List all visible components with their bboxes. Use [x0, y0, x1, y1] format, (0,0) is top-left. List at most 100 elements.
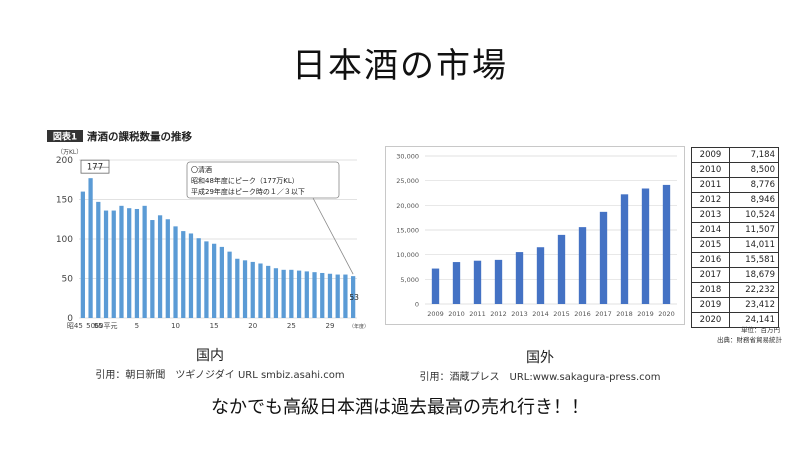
slide-title: 日本酒の市場 — [292, 46, 508, 86]
callout-box — [186, 161, 340, 199]
y-tick-label: 50 — [62, 275, 74, 285]
y-tick-label: 150 — [56, 196, 73, 206]
table-value-cell: 22,232 — [729, 282, 779, 298]
bar — [343, 274, 348, 318]
x-tick-label: 2013 — [511, 310, 528, 318]
y-tick-label: 30,000 — [396, 153, 419, 161]
source-domestic: 引用：朝日新聞 ツギノジダイ URL smbiz.asahi.com — [95, 370, 345, 381]
y-tick-label: 0 — [67, 314, 73, 324]
x-tick-label: 2011 — [469, 310, 486, 318]
bar — [281, 269, 286, 318]
table-row: 2013 10,524 — [691, 207, 779, 223]
table-row: 2017 18,679 — [691, 267, 779, 283]
table-row: 2016 15,581 — [691, 252, 779, 268]
table-year-cell: 2012 — [691, 192, 730, 208]
bar — [250, 261, 255, 318]
table-value-cell: 8,500 — [729, 162, 779, 178]
table-value-cell: 24,141 — [729, 312, 779, 328]
table-year-cell: 2016 — [691, 252, 730, 268]
bar — [150, 220, 155, 318]
bar — [312, 272, 317, 318]
unit-note: 単位：百万円 — [741, 326, 780, 334]
bar — [620, 194, 629, 304]
bar — [188, 233, 194, 318]
callout-line-1: 〇清酒 — [191, 165, 212, 174]
x-tick-label: 2016 — [574, 310, 591, 318]
x-tick-label: 20 — [248, 322, 257, 330]
table-row: 2012 8,946 — [691, 192, 779, 208]
table-value-cell: 14,011 — [729, 237, 779, 253]
bar — [242, 260, 248, 318]
figure-badge — [47, 130, 83, 142]
peak-annotation-box — [80, 159, 110, 174]
bar — [258, 263, 263, 318]
bar — [181, 231, 186, 318]
bar — [227, 251, 232, 318]
table-year-cell: 2011 — [691, 177, 730, 193]
table-value-cell: 7,184 — [729, 147, 779, 163]
x-tick-label: 2014 — [532, 310, 549, 318]
bar — [289, 269, 294, 318]
x-tick-label: 2009 — [427, 310, 444, 318]
table-year-cell: 2017 — [691, 267, 730, 283]
export-table: 2009 7,184 2010 8,500 2011 8,776 2012 8,946 2013… — [691, 147, 779, 328]
table-row: 2011 8,776 — [691, 177, 779, 193]
figure-badge-text: 図表1 — [53, 131, 77, 143]
table-value-cell: 10,524 — [729, 207, 779, 223]
y-tick-label: 20,000 — [396, 202, 419, 210]
conclusion-text: なかでも高級日本酒は過去最高の売れ行き！！ — [211, 397, 589, 418]
peak-annotation-value: 177 — [87, 163, 103, 173]
bar — [157, 215, 163, 318]
table-value-cell: 18,679 — [729, 267, 779, 283]
domestic-chart-title: 清酒の課税数量の推移 — [87, 130, 192, 143]
x-tick-label: 5 — [135, 322, 139, 330]
bar — [142, 205, 147, 318]
table-value-cell: 15,581 — [729, 252, 779, 268]
table-year-cell: 2020 — [691, 312, 730, 328]
y-tick-label: 100 — [56, 235, 73, 245]
x-tick-label: 55 — [94, 322, 103, 330]
bar — [351, 276, 356, 318]
bar — [335, 274, 340, 318]
bar — [103, 210, 109, 318]
bar — [327, 273, 333, 318]
table-value-cell: 8,776 — [729, 177, 779, 193]
bar — [80, 191, 85, 318]
bar — [165, 219, 170, 318]
x-tick-label: 2017 — [595, 310, 612, 318]
bar — [431, 268, 440, 304]
table-row: 2018 22,232 — [691, 282, 779, 298]
source-foreign: 引用：酒蔵プレス URL:www.sakagura-press.com — [419, 372, 661, 383]
table-year-cell: 2010 — [691, 162, 730, 178]
table-row: 2015 14,011 — [691, 237, 779, 253]
x-tick-label: 25 — [287, 322, 296, 330]
bar — [578, 227, 587, 304]
bar — [320, 272, 325, 318]
x-tick-label: 2019 — [637, 310, 654, 318]
y-tick-label: 0 — [415, 301, 419, 309]
y-tick-label: 25,000 — [396, 177, 419, 185]
bar — [599, 211, 608, 304]
x-tick-label: 2018 — [616, 310, 633, 318]
x-tick-label: 2020 — [658, 310, 675, 318]
bar — [212, 243, 217, 318]
y-axis-unit: （万KL） — [57, 149, 82, 156]
bar — [119, 205, 124, 318]
chart-frame — [385, 146, 685, 325]
table-row: 2020 24,141 — [691, 312, 779, 328]
x-tick-label: 29 — [326, 322, 335, 330]
x-tick-label: 15 — [210, 322, 219, 330]
table-row: 2014 11,507 — [691, 222, 779, 238]
table-row: 2010 8,500 — [691, 162, 779, 178]
bar — [173, 226, 178, 318]
bar — [473, 260, 482, 304]
y-tick-label: 10,000 — [396, 251, 419, 259]
x-axis-unit: （年度） — [349, 323, 369, 330]
source-note: 出典：財務省貿易統計 — [717, 336, 782, 344]
bar — [127, 208, 132, 318]
table-year-cell: 2015 — [691, 237, 730, 253]
callout-leader-line — [312, 197, 354, 275]
x-tick-label: 2015 — [553, 310, 570, 318]
x-tick-label: 2010 — [448, 310, 465, 318]
bar — [662, 184, 671, 304]
